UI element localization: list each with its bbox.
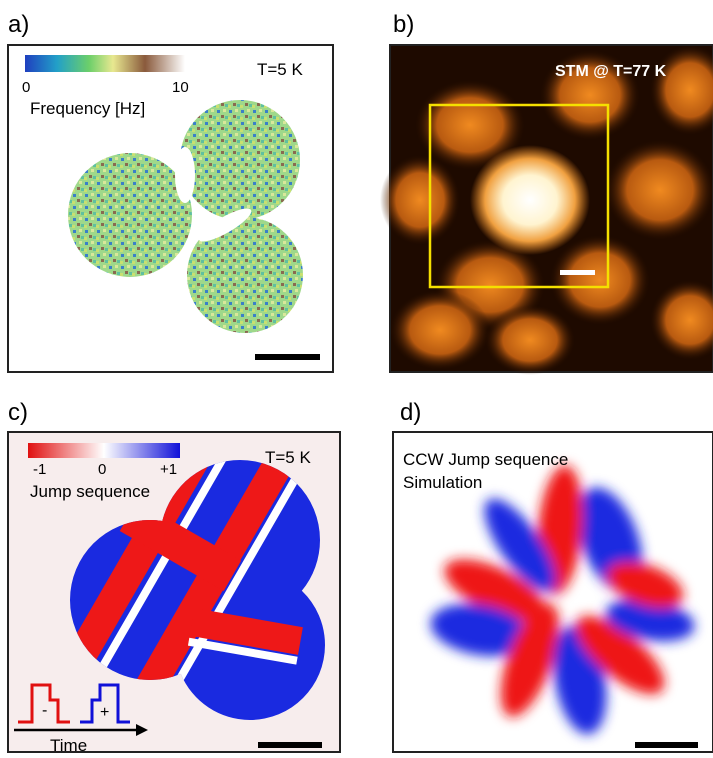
scale-bar: [255, 354, 320, 360]
colorbar-min: -1: [33, 461, 46, 478]
temperature: T=5 K: [257, 60, 303, 79]
colorbar-max: 10: [172, 79, 189, 96]
colorbar: [25, 55, 185, 72]
page: {"panels": [ {"label": "a)", "temperatur…: [0, 0, 713, 758]
scale-bar: [635, 742, 698, 748]
colorbar-title: Frequency [Hz]: [30, 99, 145, 118]
colorbar-min: 0: [22, 79, 30, 96]
scale-bar: [258, 742, 322, 748]
panel-label: c): [8, 399, 28, 426]
panel-label: b): [393, 11, 414, 38]
colorbar-mid: 0: [98, 461, 106, 478]
colorbar-title: Jump sequence: [30, 482, 150, 501]
panel-label: d): [400, 399, 421, 426]
pulse-label: -: [42, 702, 47, 719]
subtitle: Simulation: [403, 473, 482, 492]
figure: a) 0 10 Frequency [Hz] T=5 K b) STM @ T=…: [0, 0, 713, 758]
colorbar-max: +1: [160, 461, 177, 478]
scale-bar: [560, 270, 595, 275]
pulse-label: +: [100, 704, 109, 721]
title: CCW Jump sequence: [403, 450, 568, 469]
temperature: T=5 K: [265, 448, 311, 467]
colorbar: [28, 443, 180, 458]
panel-label: a): [8, 11, 29, 38]
image-title: STM @ T=77 K: [555, 63, 667, 80]
axis-label: Time: [50, 736, 87, 755]
